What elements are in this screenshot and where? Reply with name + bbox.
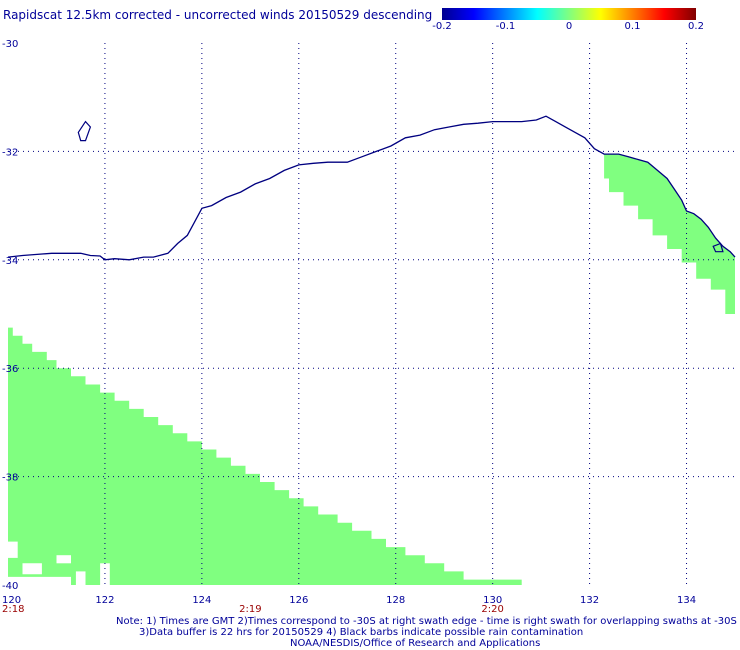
lat-tick-label: -30 bbox=[2, 39, 18, 50]
note-line-1: Note: 1) Times are GMT 2)Times correspon… bbox=[116, 616, 737, 627]
lon-tick-label: 124 bbox=[192, 595, 211, 606]
lon-tick-label: 122 bbox=[95, 595, 114, 606]
swath-layer bbox=[8, 154, 735, 585]
swath-polygon bbox=[8, 327, 522, 585]
lat-tick-label: -32 bbox=[2, 147, 18, 158]
swath-gap bbox=[56, 555, 71, 564]
lon-tick-label: 132 bbox=[580, 595, 599, 606]
colorbar-tick-label: -0.2 bbox=[432, 21, 452, 32]
lon-tick-label: 128 bbox=[386, 595, 405, 606]
lat-tick-label: -36 bbox=[2, 364, 18, 375]
swath-gap bbox=[22, 563, 42, 575]
swath-polygon bbox=[604, 154, 735, 314]
island-outline bbox=[77, 120, 92, 142]
swath-gap bbox=[8, 576, 71, 585]
lat-tick-label: -38 bbox=[2, 473, 18, 484]
colorbar-tick-label: -0.1 bbox=[495, 21, 516, 32]
note-line-3: NOAA/NESDIS/Office of Research and Appli… bbox=[290, 638, 541, 649]
time-label: 2:18 bbox=[2, 604, 24, 615]
time-label: 2:20 bbox=[481, 604, 503, 615]
note-line-2: 3)Data buffer is 22 hrs for 20150529 4) … bbox=[139, 627, 584, 638]
island-outline bbox=[712, 242, 724, 253]
axis-labels: -30 -32 -34 -36 -38 -40 120 122 124 126 128 130 132 1… bbox=[2, 39, 696, 615]
coastline bbox=[7, 115, 736, 261]
swath-gap bbox=[75, 571, 86, 585]
coastline-layer bbox=[7, 115, 736, 261]
colorbar-tick-label: 0.1 bbox=[624, 21, 641, 32]
lat-tick-label: -40 bbox=[2, 581, 18, 592]
colorbar bbox=[442, 8, 696, 20]
swath-gap bbox=[8, 541, 18, 558]
swath-gap bbox=[100, 563, 110, 585]
time-label: 2:19 bbox=[239, 604, 261, 615]
colorbar-tick-label: 0.2 bbox=[688, 21, 704, 32]
lon-tick-label: 120 bbox=[2, 595, 21, 606]
grid-layer bbox=[8, 43, 735, 585]
lon-tick-label: 126 bbox=[289, 595, 308, 606]
gap-layer bbox=[8, 541, 110, 585]
lon-tick-label: 134 bbox=[677, 595, 696, 606]
colorbar-tick-label: 0 bbox=[565, 21, 573, 32]
lon-tick-label: 130 bbox=[483, 595, 502, 606]
map-title: Rapidscat 12.5km corrected - uncorrected… bbox=[3, 8, 433, 22]
lat-tick-label: -34 bbox=[2, 256, 18, 267]
